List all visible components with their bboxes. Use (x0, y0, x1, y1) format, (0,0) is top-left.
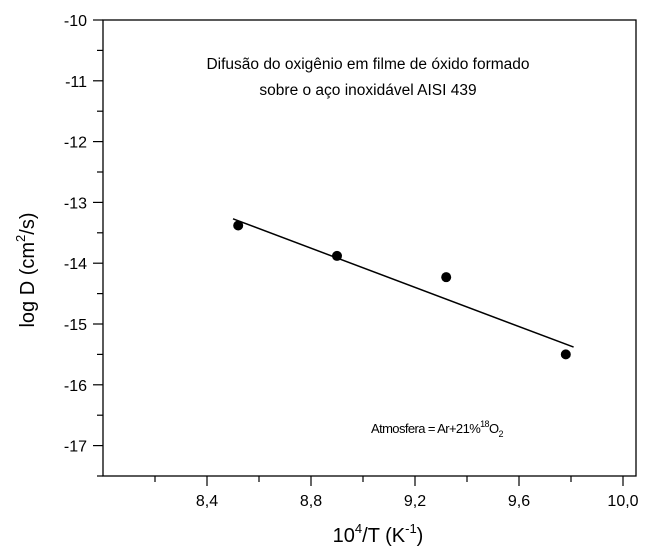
chart-title-line-2: sobre o aço inoxidável AISI 439 (259, 82, 476, 99)
y-axis-label-text: log D (cm (17, 242, 39, 328)
axis-tick-labels: -10 -11 -12 -13 -14 -15 -16 -17 8,4 8,8 9,2 9,6 10,0 (64, 13, 639, 510)
y-tick-label: -17 (64, 439, 87, 456)
data-point (560, 349, 571, 360)
y-tick-label: -10 (64, 13, 87, 30)
annotation-element: O (489, 421, 499, 436)
chart-title-line-1: Difusão do oxigênio em filme de óxido fo… (206, 56, 529, 73)
y-tick-label: -11 (65, 74, 87, 91)
data-point (332, 250, 342, 261)
x-tick-label: 8,4 (196, 493, 218, 510)
x-tick-label: 9,2 (404, 493, 426, 510)
x-axis-label: 104/T (K-1) (333, 521, 424, 547)
annotation-text: Atmosfera = Ar+21% (371, 421, 481, 436)
annotation-atmosphere: Atmosfera = Ar+21%18O2 (371, 419, 503, 439)
axis-ticks (93, 19, 624, 486)
x-axis-label-base: 10 (333, 525, 355, 547)
y-axis-label-exponent: 2 (13, 235, 28, 242)
y-tick-label: -12 (64, 135, 87, 152)
data-points (233, 220, 571, 360)
y-axis-label-end: /s) (17, 212, 39, 234)
x-axis-label-exponent: 4 (355, 521, 362, 536)
y-tick-label: -16 (64, 378, 87, 395)
data-point (441, 272, 452, 283)
plot-frame (102, 19, 637, 477)
x-tick-label: 10,0 (607, 493, 638, 510)
x-axis-label-middle: /T (K (362, 525, 406, 547)
x-axis-label-unit-exponent: -1 (405, 521, 417, 536)
fit-line (232, 218, 574, 348)
data-point (233, 220, 244, 231)
y-axis-label: log D (cm2/s) (13, 212, 39, 327)
y-tick-label: -14 (64, 256, 87, 273)
y-tick-label: -15 (64, 317, 87, 334)
x-tick-label: 8,8 (300, 493, 322, 510)
annotation-subscript: 2 (498, 429, 503, 439)
x-axis-label-end: ) (417, 525, 424, 547)
x-tick-label: 9,6 (508, 493, 530, 510)
annotation-superscript: 18 (480, 419, 489, 429)
y-tick-label: -13 (64, 195, 87, 212)
